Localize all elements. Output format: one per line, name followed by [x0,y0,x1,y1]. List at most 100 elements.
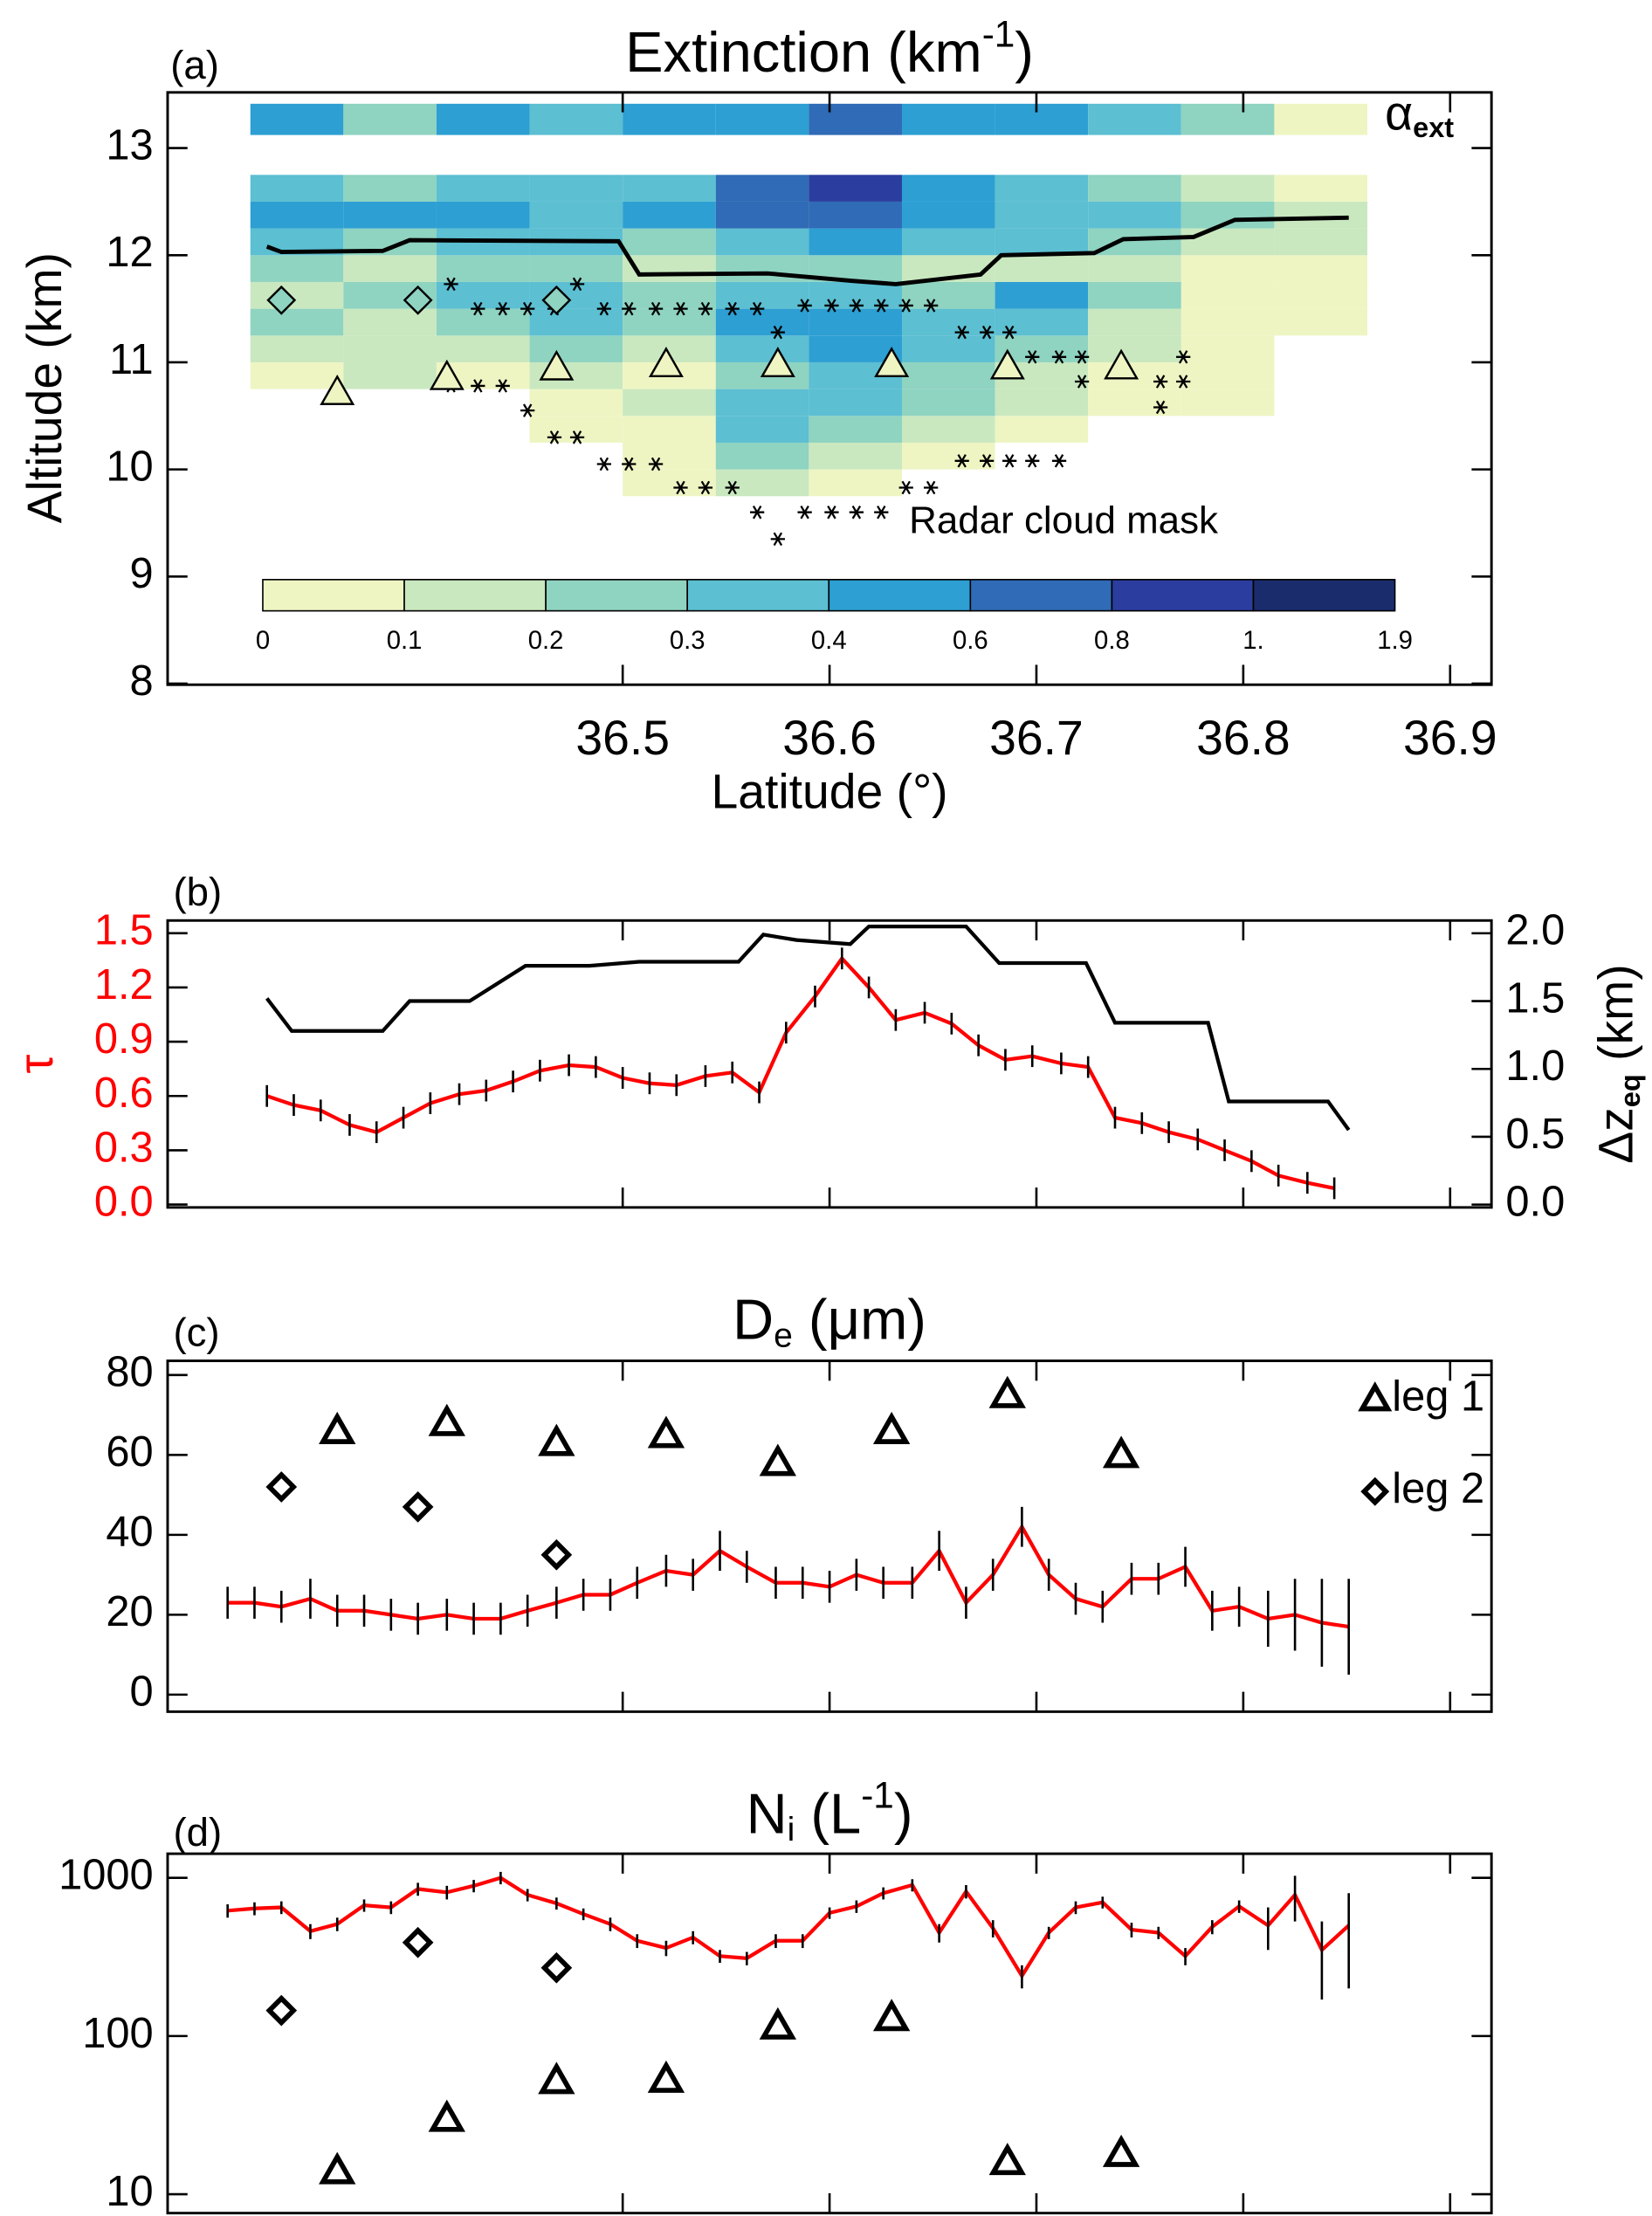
heat-cell [1180,228,1275,256]
heat-cell [623,416,716,443]
radar-mask-point [622,457,637,471]
y2-tick-label: 0.0 [1505,1179,1565,1226]
triangle-marker [319,2151,356,2185]
heat-cell [623,308,716,336]
radar-mask-point [495,301,510,316]
triangle-marker [429,359,465,390]
radar-mask-point [979,325,995,340]
triangle-marker [988,2143,1026,2176]
radar-mask-point [898,299,913,313]
triangle-marker [428,1403,465,1436]
heat-cell [623,469,716,497]
y-tick-label: 60 [106,1428,153,1476]
x-tick-label: 36.9 [1403,711,1497,765]
strip-cell [343,103,437,135]
series-line [227,1523,1350,1629]
radar-mask-point [1051,350,1067,364]
heat-cell [623,201,716,229]
y2-tick-label: 0.5 [1505,1111,1565,1158]
legend-label: leg 2 [1392,1465,1484,1512]
radar-mask-point [849,505,864,520]
y-tick-label: 80 [106,1349,153,1396]
heat-cell [1088,255,1181,282]
triangle-marker [872,1999,911,2032]
series-line [227,1875,1351,1980]
triangle-marker [647,1415,685,1449]
radar-mask-point [1025,454,1040,468]
plot-frame [166,919,1493,1209]
radar-mask-point [1153,375,1168,389]
heat-cell [343,175,437,202]
radar-mask-point [924,299,939,313]
heat-cell [623,389,716,416]
heat-cell [1088,389,1181,416]
diamond-marker [266,285,297,315]
heat-cell [623,175,716,202]
heat-cell [250,175,344,202]
y-tick-label: 1.5 [94,907,154,954]
heat-cell [809,389,902,416]
triangle-marker [1102,2134,1140,2167]
y-tick-label: 0.3 [94,1124,154,1171]
radar-mask-point [1176,375,1191,389]
radar-mask-point [1074,350,1090,364]
strip-label-sub: ext [1413,112,1454,143]
legend-marker [1358,1381,1393,1412]
title: Extinction (km-1) [625,14,1034,85]
y-tick-label: 0.9 [94,1015,154,1063]
heat-cell [250,335,344,362]
radar-mask-point [596,301,611,316]
heat-cell [343,335,437,362]
strip-cell [529,103,623,135]
colorbar-label: 0.6 [953,626,988,655]
heat-cell [529,335,623,362]
strip-cell [1180,103,1275,135]
heat-cell [715,201,809,229]
heat-cell [995,389,1089,416]
title-text: D [733,1287,774,1351]
heat-cell [995,255,1089,282]
panel-label: (d) [173,1810,222,1855]
heat-cell [1180,281,1275,309]
y-axis-label: Altitude (km) [17,252,72,523]
diamond-marker [403,285,433,315]
y-tick-label: 10 [106,2168,153,2215]
heat-cell [436,255,530,282]
strip-cell [901,103,995,135]
heat-cell [436,335,530,362]
colorbar-segment [1252,579,1396,612]
heat-cell [1180,308,1275,336]
radar-mask-point [824,299,839,313]
heat-cell [901,335,995,362]
title-sup: -1 [982,14,1015,55]
y-tick-label: 12 [106,229,153,276]
radar-mask-point [648,457,664,471]
radar-mask-point [1153,400,1168,415]
strip-cell [715,103,809,135]
heat-cell [1088,201,1181,229]
heat-cell [809,469,902,497]
radar-mask-point [750,301,765,316]
heat-cell [995,201,1089,229]
y2-label-text: Δz [1588,1107,1642,1164]
heat-cell [1274,281,1368,309]
heat-cell [1180,389,1275,416]
heat-cell [995,416,1089,443]
radar-mask-point [898,480,913,495]
heat-cell [715,228,809,256]
radar-mask-point [596,457,611,471]
heat-cell [715,389,809,416]
radar-mask-point [471,379,485,393]
y2-axis-label: Δzeq (km) [1588,964,1646,1163]
y-tick-label: 10 [106,444,153,491]
y2-label-sub: eq [1614,1074,1646,1107]
heat-cell [1180,361,1275,389]
title-text: N [747,1782,788,1846]
strip-label: αext [1385,86,1454,143]
triangle-marker [874,347,910,378]
cloud-top-line [265,215,1349,286]
radar-mask-point [797,505,812,520]
heat-cell [1180,335,1275,362]
radar-mask-point [1051,454,1067,468]
heat-cell [715,469,809,497]
